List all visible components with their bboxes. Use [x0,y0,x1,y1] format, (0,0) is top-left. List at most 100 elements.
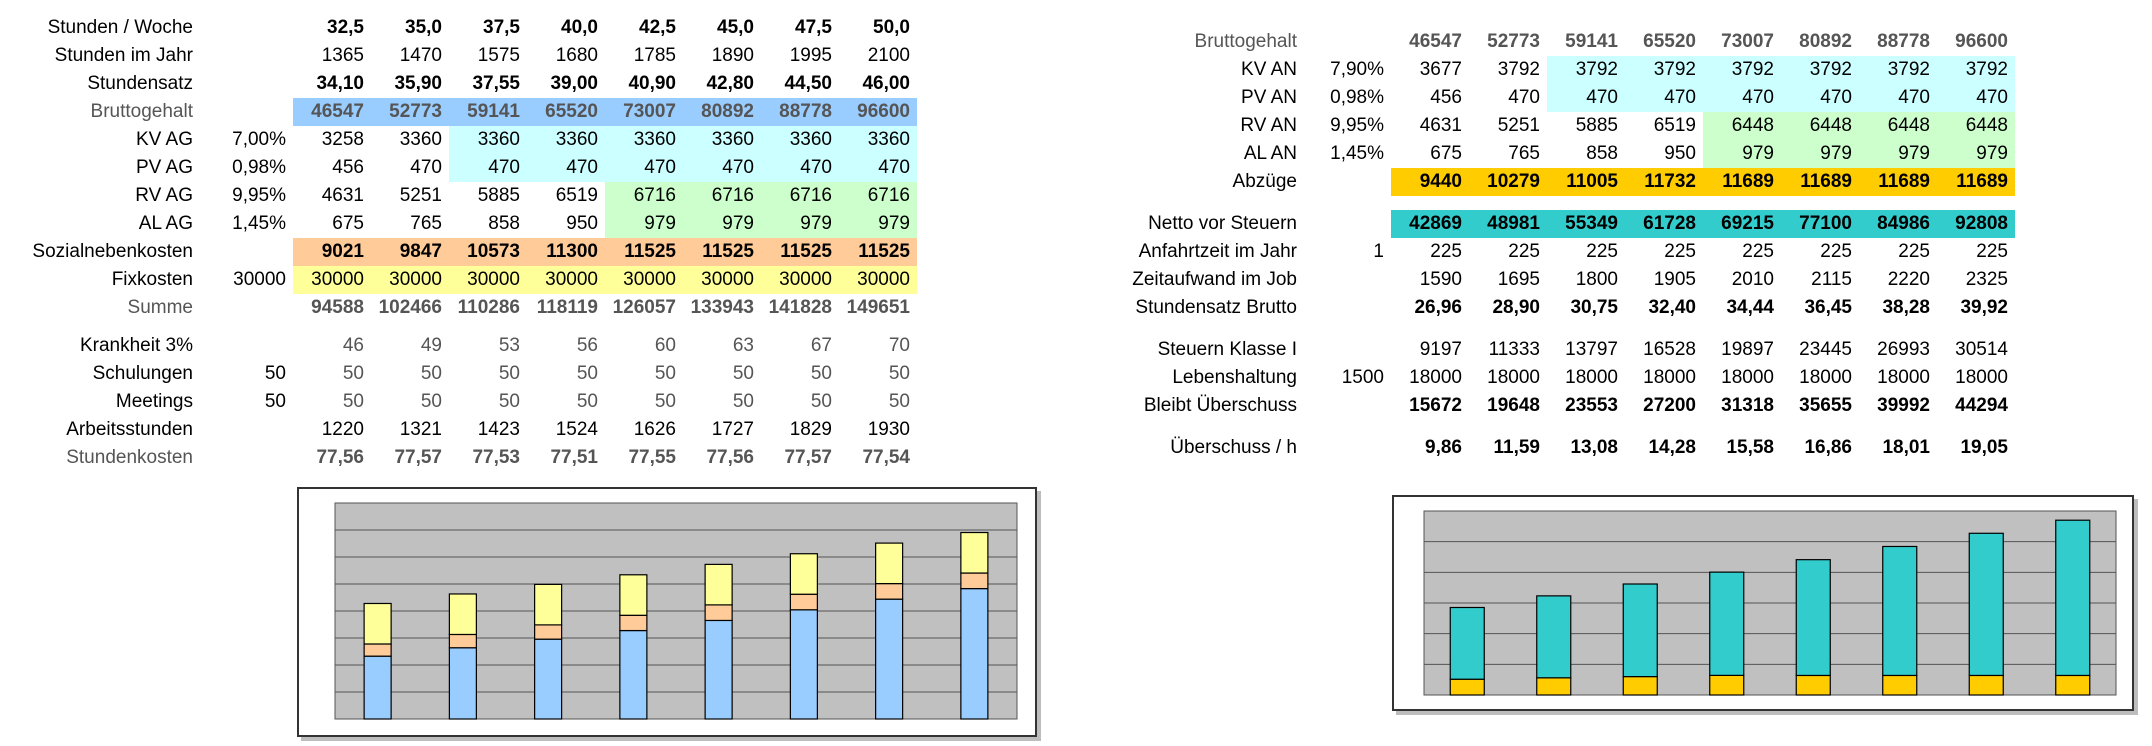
row-label: Lebenshaltung [1172,367,1297,388]
table-row: Fixkosten 30000 30000 30000 30000 30000 30000 3… [0,266,917,294]
bar-segment-series0 [1622,675,1658,696]
table-cell: 96600 [839,98,917,126]
bar-segment-series1 [704,604,733,622]
table-cell: 80892 [1799,31,1852,52]
row-label: AL AG [138,213,193,234]
table-cell: 11525 [761,238,839,266]
table-cell: 50,0 [873,17,910,38]
table-cell: 47,5 [795,17,832,38]
bar-segment-series2 [704,563,733,606]
table-cell: 18000 [1565,367,1618,388]
table-cell: 118119 [536,297,598,318]
table-cell: 6448 [1781,112,1859,140]
table-cell: 979 [839,210,917,238]
row-label: Stunden / Woche [47,17,193,38]
table-cell: 50 [576,391,598,412]
table-cell: 225 [1586,241,1618,262]
table-cell: 3360 [399,129,442,150]
bar-segment-series1 [1709,571,1745,676]
row-parameter [1303,210,1391,238]
table-row: Netto vor Steuern 42869 48981 55349 61728 692… [1105,210,2015,238]
bar-segment-series0 [960,587,989,720]
table-cell: 470 [1508,87,1540,108]
table-cell: 18000 [1877,367,1930,388]
table-cell: 48981 [1469,210,1547,238]
bar-segment-series0 [1709,674,1745,696]
table-cell: 10573 [449,238,527,266]
table-cell: 23553 [1565,395,1618,416]
table-cell: 30000 [761,266,839,294]
bar-segment-series0 [534,638,563,720]
table-cell: 858 [1586,143,1618,164]
table-cell: 3792 [1497,59,1540,80]
table-cell: 9847 [371,238,449,266]
table-cell: 1524 [555,419,598,440]
net-salary-chart-svg [1423,510,2117,696]
row-label: Stunden im Jahr [54,45,193,66]
table-cell: 1423 [477,419,520,440]
table-cell: 1220 [321,419,364,440]
table-cell: 858 [488,213,520,234]
table-cell: 470 [1859,84,1937,112]
bar-segment-series1 [875,582,904,600]
row-label: PV AN [1241,87,1297,108]
table-cell: 77,53 [472,447,520,468]
table-cell: 675 [1430,143,1462,164]
bar-segment-series1 [448,633,477,649]
row-label: Fixkosten [111,269,193,290]
table-cell: 30000 [527,266,605,294]
table-cell: 10279 [1469,168,1547,196]
table-cell: 35,90 [394,73,442,94]
table-cell: 149651 [846,297,910,318]
table-cell: 1695 [1497,269,1540,290]
row-label: Netto vor Steuern [1148,213,1297,234]
table-cell: 65520 [527,98,605,126]
employer-cost-chart [297,487,1037,737]
row-parameter [199,416,293,444]
row-parameter: 9,95% [1330,115,1384,136]
row-parameter [1303,28,1391,56]
table-cell: 40,90 [628,73,676,94]
table-row: PV AG 0,98% 456 470 470 470 470 470 470 470 [0,154,917,182]
table-cell: 50 [498,391,520,412]
table-cell: 18000 [1409,367,1462,388]
table-cell: 11689 [1859,168,1937,196]
table-cell: 61728 [1625,210,1703,238]
table-cell: 28,90 [1492,297,1540,318]
table-cell: 225 [1820,241,1852,262]
table-row: Stundensatz 34,10 35,90 37,55 39,00 40,90 42,8… [0,70,917,98]
row-label: Stundensatz [87,73,193,94]
table-cell: 3792 [1859,56,1937,84]
table-cell: 9021 [293,238,371,266]
row-parameter [199,98,293,126]
table-cell: 53 [498,335,520,356]
table-cell: 50 [342,363,364,384]
table-cell: 9440 [1391,168,1469,196]
table-cell: 50 [888,363,910,384]
table-row: Lebenshaltung 1500 18000 18000 18000 18000 180… [1105,364,2015,392]
table-cell: 2115 [1811,269,1852,290]
row-parameter [1303,392,1391,420]
table-cell: 13,08 [1570,437,1618,458]
table-cell: 6448 [1859,112,1937,140]
table-cell: 59141 [1565,31,1618,52]
table-cell: 77,55 [628,447,676,468]
table-cell: 46547 [293,98,371,126]
table-cell: 11732 [1625,168,1703,196]
table-cell: 6519 [555,185,598,206]
bar-segment-series1 [1449,606,1485,680]
table-cell: 40,0 [561,17,598,38]
row-parameter [199,42,293,70]
row-label: Bruttogehalt [1194,31,1297,52]
table-cell: 2100 [867,45,910,66]
table-cell: 27200 [1643,395,1696,416]
bar-segment-series0 [619,629,648,720]
row-parameter: 7,90% [1330,59,1384,80]
table-cell: 1785 [633,45,676,66]
table-cell: 1995 [789,45,832,66]
bar-segment-series0 [2055,674,2091,696]
row-parameter: 1 [1373,241,1384,262]
table-cell: 65520 [1643,31,1696,52]
table-cell: 1680 [555,45,598,66]
table-cell: 42,5 [639,17,676,38]
